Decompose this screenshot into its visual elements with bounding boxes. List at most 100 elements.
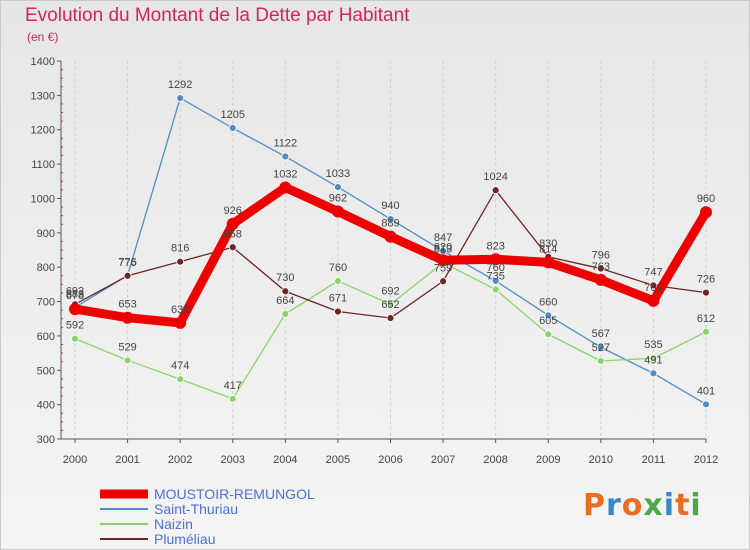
series-point (176, 94, 185, 103)
data-label: 1024 (483, 171, 507, 183)
data-label: 1205 (221, 109, 245, 121)
logo-letter: i (690, 488, 702, 523)
data-label: 702 (644, 282, 662, 294)
data-label: 401 (697, 385, 715, 397)
y-tick-label: 600 (37, 331, 55, 343)
data-label: 796 (592, 250, 610, 262)
series-line (74, 97, 707, 405)
chart-unit-label: (en €) (27, 30, 59, 44)
series-point (69, 303, 81, 316)
logo-letter: i (663, 488, 676, 523)
series-point (649, 281, 658, 290)
series-point (437, 254, 450, 267)
data-label: 683 (66, 288, 84, 300)
chart-title: Evolution du Montant de la Dette par Hab… (25, 5, 410, 26)
data-label: 529 (118, 341, 136, 353)
logo-letter: o (621, 488, 644, 523)
series-point (439, 277, 447, 286)
data-label: 960 (697, 193, 715, 205)
data-label: 671 (329, 293, 347, 305)
data-label: 612 (697, 313, 715, 325)
data-label: 962 (329, 193, 347, 205)
data-label: 735 (486, 271, 504, 283)
chart-data-labels: 678 653 638 926 1032 962 889 820 823 814 763 702 960… (66, 79, 715, 397)
series-point (174, 316, 187, 329)
data-label: 678 (66, 290, 84, 302)
chart-legend: MOUSTOIR-REMUNGOLSaint-ThuriauNaizinPlum… (100, 486, 315, 547)
data-label: 652 (381, 299, 399, 311)
series-point (121, 311, 134, 324)
legend-label: Pluméliau (154, 531, 215, 547)
data-label: 759 (434, 262, 452, 274)
logo-letter: x (643, 488, 664, 523)
data-label: 858 (224, 228, 242, 240)
series-point (647, 294, 660, 307)
series-point (700, 206, 712, 219)
series-point (596, 357, 605, 365)
logo-letter: r (606, 488, 622, 523)
data-label: 474 (171, 360, 189, 372)
logo-letter: P (583, 488, 606, 523)
data-label: 760 (486, 262, 504, 274)
series-point (386, 300, 395, 309)
series-point (281, 287, 290, 296)
data-label: 567 (592, 328, 610, 340)
series-point (176, 257, 185, 266)
series-point (279, 181, 292, 194)
series-point (281, 152, 290, 161)
series-point (596, 343, 605, 352)
data-label: 730 (276, 272, 294, 284)
x-tick-label: 2007 (431, 454, 455, 466)
y-tick-label: 300 (37, 434, 55, 446)
data-label: 1032 (273, 168, 297, 180)
data-label: 760 (329, 262, 347, 274)
data-label: 692 (66, 285, 84, 297)
series-point (649, 354, 658, 363)
series-point (594, 273, 607, 286)
data-label: 527 (592, 342, 610, 354)
series-point (491, 277, 500, 285)
y-tick-label: 1000 (31, 193, 55, 205)
logo-letter: t (675, 488, 691, 523)
x-tick-label: 2006 (378, 454, 402, 466)
data-label: 664 (276, 295, 294, 307)
data-label: 1122 (274, 138, 298, 150)
data-label: 638 (171, 304, 189, 316)
x-tick-label: 2009 (536, 454, 560, 466)
series-point (226, 217, 239, 230)
data-label: 926 (224, 205, 242, 217)
x-tick-label: 2003 (221, 454, 245, 466)
series-point (71, 334, 79, 343)
y-tick-label: 1200 (31, 125, 55, 137)
series-point (386, 215, 395, 223)
y-tick-label: 900 (37, 228, 55, 240)
data-label: 417 (224, 380, 242, 392)
data-label: 830 (539, 238, 557, 250)
data-label: 775 (118, 257, 136, 269)
chart-grid (74, 61, 707, 439)
data-label: 535 (644, 339, 662, 351)
series-point (334, 183, 342, 192)
series-point (386, 314, 395, 322)
series-point (702, 400, 710, 409)
series-point (491, 186, 500, 195)
series-point (491, 285, 500, 294)
data-label: 823 (486, 240, 504, 252)
series-point (228, 124, 237, 132)
data-label: 889 (381, 218, 399, 230)
chart-series (69, 94, 712, 409)
data-label: 660 (539, 296, 557, 308)
series-point (649, 369, 658, 378)
series-point (123, 271, 132, 280)
data-label: 726 (697, 274, 715, 286)
series-point (702, 327, 710, 336)
series-point (596, 264, 605, 273)
x-tick-label: 2005 (326, 454, 350, 466)
series-point (384, 230, 397, 243)
legend-label: Saint-Thuriau (154, 501, 238, 517)
data-label: 491 (644, 354, 662, 366)
data-label: 940 (381, 200, 399, 212)
x-tick-label: 2011 (642, 454, 666, 466)
y-tick-label: 700 (37, 297, 55, 309)
